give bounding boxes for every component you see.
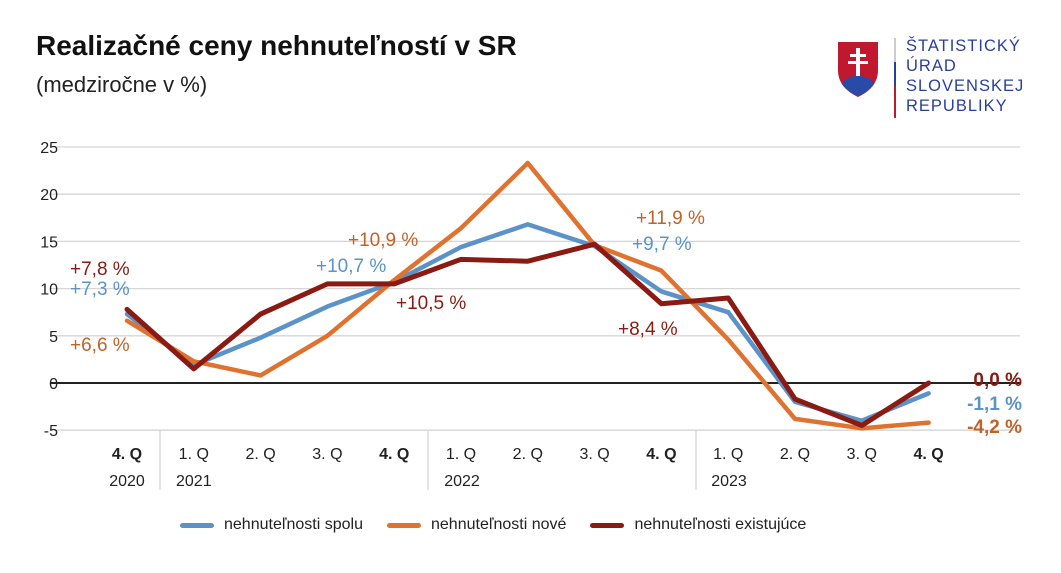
legend-item-nove: nehnuteľnosti nové (387, 516, 566, 534)
logo-divider (894, 38, 896, 118)
legend-swatch (590, 522, 625, 528)
x-tick-label: 3. Q (847, 446, 877, 463)
x-tick-label: 4. Q (913, 446, 943, 463)
x-tick-label: 1. Q (179, 446, 209, 463)
data-label: +10,5 % (396, 293, 466, 314)
data-label: -4,2 % (967, 417, 1022, 438)
data-label: +11,9 % (636, 208, 705, 229)
x-tick-label: 2. Q (513, 446, 543, 463)
data-label: +6,6 % (70, 335, 130, 356)
x-tick-label: 1. Q (446, 446, 476, 463)
year-label: 2020 (109, 473, 145, 490)
data-label: +10,7 % (316, 256, 386, 277)
legend: nehnuteľnosti spolu nehnuteľnosti nové n… (180, 516, 806, 534)
chart-subtitle: (medziročne v %) (36, 72, 208, 97)
x-tick-label: 1. Q (713, 446, 743, 463)
series-line-2 (124, 241, 932, 428)
data-label: +9,7 % (632, 234, 692, 255)
data-label: 0,0 % (973, 370, 1022, 391)
year-label: 2021 (176, 473, 212, 490)
y-tick-label: 20 (40, 187, 58, 204)
logo-line: ÚRAD (906, 57, 957, 75)
legend-item-existujuce: nehnuteľnosti existujúce (590, 516, 806, 534)
y-tick-label: 0 (49, 376, 58, 393)
x-tick-label: 3. Q (579, 446, 609, 463)
statistical-office-logo: ŠTATISTICKÝ ÚRAD SLOVENSKEJ REPUBLIKY (834, 36, 1034, 121)
series-line-1 (124, 160, 931, 431)
x-tick-label: 4. Q (379, 446, 409, 463)
x-tick-label: 4. Q (646, 446, 676, 463)
data-label: +7,3 % (70, 279, 130, 300)
logo-line: SLOVENSKEJ (906, 77, 1025, 95)
y-tick-label: 10 (40, 282, 58, 299)
logo-line: ŠTATISTICKÝ (906, 37, 1021, 55)
legend-label: nehnuteľnosti nové (431, 516, 567, 533)
year-label: 2023 (711, 473, 747, 490)
data-label: +10,9 % (348, 230, 418, 251)
logo-line: REPUBLIKY (906, 97, 1008, 115)
legend-swatch (180, 522, 214, 528)
coat-of-arms-icon (838, 42, 878, 97)
legend-swatch (387, 522, 421, 528)
x-tick-label: 3. Q (312, 446, 342, 463)
year-label: 2022 (444, 473, 480, 490)
data-label: +7,8 % (70, 259, 130, 280)
y-tick-label: 5 (49, 329, 58, 346)
legend-item-spolu: nehnuteľnosti spolu (180, 516, 363, 534)
x-tick-label: 2. Q (245, 446, 275, 463)
y-tick-label: 15 (40, 234, 58, 251)
legend-label: nehnuteľnosti existujúce (634, 516, 807, 533)
y-tick-label: 25 (40, 140, 58, 157)
chart-title: Realizačné ceny nehnuteľností v SR (36, 30, 517, 61)
data-label: +8,4 % (618, 319, 678, 340)
y-tick-label: -5 (44, 423, 58, 440)
x-tick-label: 4. Q (112, 446, 142, 463)
x-tick-label: 2. Q (780, 446, 810, 463)
legend-label: nehnuteľnosti spolu (224, 516, 363, 533)
data-label: -1,1 % (967, 394, 1022, 415)
